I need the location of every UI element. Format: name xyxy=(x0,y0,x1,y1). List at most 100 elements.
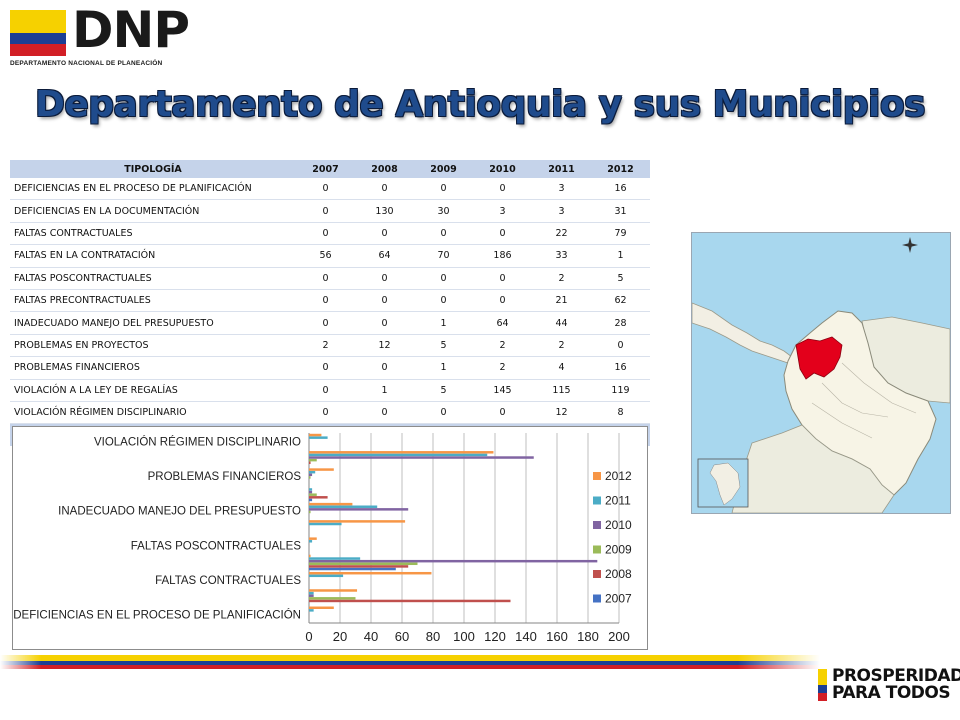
logo-subtitle: DEPARTAMENTO NACIONAL DE PLANEACIÓN xyxy=(10,60,163,67)
bar-2012 xyxy=(309,451,494,454)
bar-chart: 0 20 40 60 80 100 120 140 160 180 200 DEFICIENCIAS … xyxy=(12,426,648,650)
x-tick-label: 60 xyxy=(395,629,409,644)
bar-2011 xyxy=(309,591,314,595)
bar-2007 xyxy=(309,567,396,571)
footer-flag-stripes xyxy=(0,655,820,669)
bar-2011 xyxy=(309,540,313,543)
table-cell: 3 xyxy=(532,178,591,201)
legend-swatch xyxy=(593,570,601,578)
x-tick-label: 40 xyxy=(364,629,378,644)
brand-blue-bar xyxy=(818,685,827,693)
table-cell: 186 xyxy=(473,244,532,268)
table-cell: 79 xyxy=(591,222,650,246)
chart-canvas: 0 20 40 60 80 100 120 140 160 180 200 DEFICIENCIAS … xyxy=(13,433,632,644)
department-borders xyxy=(811,362,917,439)
bar-2008 xyxy=(309,461,311,465)
table-cell: 0 xyxy=(296,356,355,380)
legend-swatch xyxy=(593,496,601,505)
legend-swatch xyxy=(593,521,601,529)
slide-title: Departamento de Antioquia y sus Municipi… xyxy=(34,84,926,125)
table-cell: 2 xyxy=(532,267,591,290)
table-cell: 0 xyxy=(296,178,355,201)
table-cell: 0 xyxy=(296,311,355,335)
compass-rose-icon xyxy=(902,237,918,253)
table-header-cell: 2011 xyxy=(532,160,591,178)
legend-label: 2009 xyxy=(605,543,632,557)
row-label: INADECUADO MANEJO DEL PRESUPUESTO xyxy=(10,311,296,335)
table-cell: 0 xyxy=(473,178,532,201)
table-cell: 16 xyxy=(591,356,650,380)
row-label: VIOLACIÓN RÉGIMEN DISCIPLINARIO xyxy=(10,401,296,425)
table-cell: 0 xyxy=(473,222,532,246)
bar-2010 xyxy=(309,490,313,494)
table-cell: 64 xyxy=(355,244,414,268)
table-row: VIOLACIÓN A LA LEY DE REGALÍAS 0 1 5 145 115 1… xyxy=(10,379,650,402)
table-cell: 0 xyxy=(414,401,473,425)
row-label: FALTAS CONTRACTUALES xyxy=(10,222,296,246)
table-row: VIOLACIÓN RÉGIMEN DISCIPLINARIO 0 0 0 0 12 8 xyxy=(10,401,650,425)
legend-swatch xyxy=(593,594,601,603)
x-tick-label: 140 xyxy=(515,629,537,644)
table-cell: 31 xyxy=(591,199,650,223)
table-cell: 0 xyxy=(355,222,414,246)
bar-2012 xyxy=(309,468,334,471)
legend-label: 2008 xyxy=(605,567,632,581)
bar-2009 xyxy=(309,597,356,600)
legend-label: 2010 xyxy=(605,518,632,532)
table-cell: 3 xyxy=(473,199,532,223)
table-cell: 0 xyxy=(355,356,414,380)
bar-2011 xyxy=(309,488,313,491)
antioquia-region-shape xyxy=(795,336,843,380)
table-cell: 56 xyxy=(296,244,355,268)
x-tick-label: 180 xyxy=(577,629,599,644)
table-cell: 0 xyxy=(591,334,650,358)
bar-2012 xyxy=(309,502,353,506)
table-cell: 0 xyxy=(473,289,532,313)
bar-2011 xyxy=(309,453,488,457)
table-cell: 130 xyxy=(355,199,414,223)
x-tick-label: 200 xyxy=(608,629,630,644)
table-row: DEFICIENCIAS EN EL PROCESO DE PLANIFICAC… xyxy=(10,178,650,201)
table-cell: 0 xyxy=(296,222,355,246)
dnp-logo: DNP DEPARTAMENTO NACIONAL DE PLANEACIÓN xyxy=(10,2,190,70)
table-cell: 12 xyxy=(532,401,591,425)
table-cell: 2 xyxy=(296,334,355,358)
category-label: VIOLACIÓN RÉGIMEN DISCIPLINARIO xyxy=(94,436,301,449)
table-cell: 12 xyxy=(355,334,414,358)
category-label: INADECUADO MANEJO DEL PRESUPUESTO xyxy=(58,506,301,518)
table-cell: 5 xyxy=(591,267,650,290)
brand-line1: PROSPERIDAD xyxy=(832,666,960,686)
bar-2011 xyxy=(309,574,344,578)
row-label: FALTAS POSCONTRACTUALES xyxy=(10,267,296,290)
bar-2012 xyxy=(309,554,311,558)
bar-2012 xyxy=(309,589,358,592)
table-cell: 16 xyxy=(591,178,650,201)
category-label: FALTAS POSCONTRACTUALES xyxy=(131,540,302,552)
table-cell: 3 xyxy=(532,199,591,223)
x-tick-label: 100 xyxy=(453,629,475,644)
category-label: PROBLEMAS FINANCIEROS xyxy=(148,471,302,483)
bar-2010 xyxy=(309,594,314,597)
table-cell: 0 xyxy=(414,267,473,290)
bar-2011 xyxy=(309,436,328,439)
legend-swatch xyxy=(593,545,601,554)
brand-line2: PARA TODOS xyxy=(832,683,951,703)
central-america-shape xyxy=(692,302,793,364)
table-row: FALTAS EN LA CONTRATACIÓN 56 64 70 186 33 1 xyxy=(10,244,650,268)
row-label: PROBLEMAS EN PROYECTOS xyxy=(10,334,296,358)
table-cell: 44 xyxy=(532,311,591,335)
bar-2011 xyxy=(309,470,316,474)
table-row: FALTAS POSCONTRACTUALES 0 0 0 0 2 5 xyxy=(10,267,650,290)
table-cell: 0 xyxy=(296,267,355,290)
inset-south-america-shape xyxy=(709,462,741,506)
table-cell: 0 xyxy=(414,289,473,313)
row-label: PROBLEMAS FINANCIEROS xyxy=(10,356,296,380)
bar-2012 xyxy=(309,537,317,540)
table-cell: 5 xyxy=(414,379,473,402)
table-cell: 64 xyxy=(473,311,532,335)
legend-label: 2007 xyxy=(605,592,632,606)
bar-2008 xyxy=(309,599,511,603)
bar-2012 xyxy=(309,433,322,437)
table-cell: 0 xyxy=(355,289,414,313)
table-row: DEFICIENCIAS EN LA DOCUMENTACIÓN 0 130 30 3 3… xyxy=(10,199,650,223)
